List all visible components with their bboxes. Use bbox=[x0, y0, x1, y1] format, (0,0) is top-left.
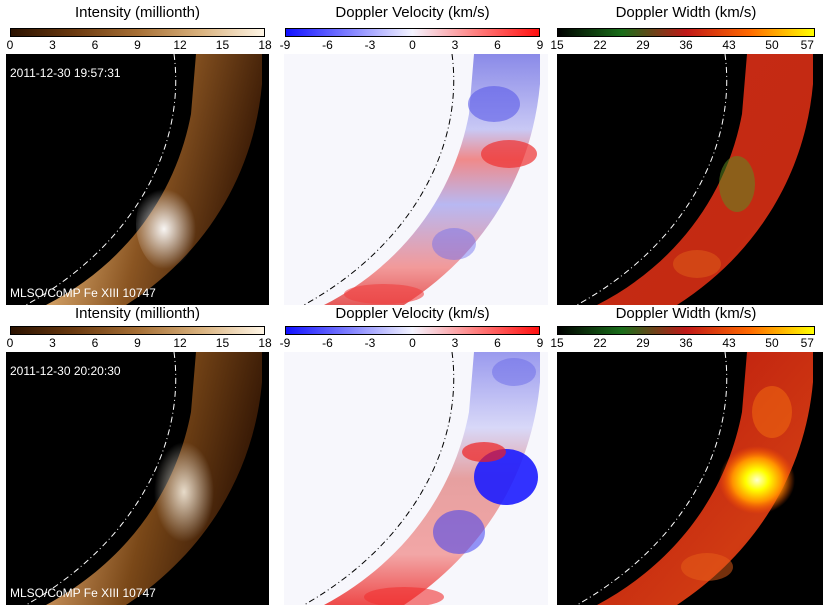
width-colorbar-title: Doppler Width (km/s) bbox=[615, 305, 757, 322]
width-colorbar bbox=[557, 28, 815, 37]
intensity-panel-1: 2011-12-30 19:57:31 MLSO/CoMP Fe XIII 10… bbox=[6, 54, 269, 305]
instrument-label: MLSO/CoMP Fe XIII 10747 bbox=[10, 586, 156, 600]
velocity-colorbar bbox=[285, 326, 540, 335]
width-panel-1 bbox=[557, 54, 823, 305]
tick-label: 50 bbox=[765, 336, 779, 350]
tick-label: 36 bbox=[679, 336, 693, 350]
tick-label: -6 bbox=[322, 38, 333, 52]
intensity-panel-2: 2011-12-30 20:20:30 MLSO/CoMP Fe XIII 10… bbox=[6, 352, 269, 605]
intensity-colorbar-title: Intensity (millionth) bbox=[74, 305, 201, 322]
tick-label: 3 bbox=[451, 38, 459, 52]
tick-label: 6 bbox=[91, 336, 99, 350]
width-colorbar bbox=[557, 326, 815, 335]
velocity-panel-1 bbox=[284, 54, 548, 305]
tick-label: 12 bbox=[173, 336, 187, 350]
tick-label: 22 bbox=[593, 336, 607, 350]
tick-label: 57 bbox=[800, 38, 814, 52]
tick-label: 9 bbox=[134, 38, 141, 52]
tick-label: 15 bbox=[550, 38, 564, 52]
tick-label: -6 bbox=[322, 336, 333, 350]
tick-label: -3 bbox=[364, 38, 376, 52]
tick-label: 0 bbox=[6, 38, 14, 52]
velocity-colorbar-ticks: -9 -6 -3 0 3 6 9 bbox=[280, 38, 544, 52]
tick-label: -9 bbox=[279, 38, 291, 52]
velocity-colorbar-title: Doppler Velocity (km/s) bbox=[335, 4, 490, 21]
intensity-colorbar-ticks: 0 3 6 9 12 15 18 bbox=[6, 38, 272, 52]
tick-label: 43 bbox=[722, 38, 736, 52]
intensity-colorbar-ticks: 0 3 6 9 12 15 18 bbox=[6, 336, 272, 350]
tick-label: 15 bbox=[215, 336, 230, 350]
width-colorbar-ticks: 15 22 29 36 43 50 57 bbox=[550, 336, 815, 350]
velocity-colorbar-title: Doppler Velocity (km/s) bbox=[335, 305, 490, 322]
tick-label: -3 bbox=[364, 336, 376, 350]
width-panel-2 bbox=[557, 352, 823, 605]
tick-label: 29 bbox=[636, 38, 650, 52]
tick-label: 9 bbox=[134, 336, 141, 350]
velocity-colorbar-ticks: -9 -6 -3 0 3 6 9 bbox=[280, 336, 544, 350]
tick-label: 57 bbox=[800, 336, 814, 350]
tick-label: 3 bbox=[49, 38, 56, 52]
timestamp-label: 2011-12-30 19:57:31 bbox=[10, 66, 121, 80]
tick-label: 29 bbox=[636, 336, 650, 350]
tick-label: 22 bbox=[593, 38, 607, 52]
width-colorbar-ticks: 15 22 29 36 43 50 57 bbox=[550, 38, 815, 52]
tick-label: 12 bbox=[173, 38, 187, 52]
tick-label: 6 bbox=[494, 38, 501, 52]
tick-label: 36 bbox=[679, 38, 693, 52]
tick-label: 6 bbox=[91, 38, 99, 52]
tick-label: 18 bbox=[258, 336, 272, 350]
tick-label: 0 bbox=[6, 336, 14, 350]
tick-label: 0 bbox=[409, 336, 416, 350]
tick-label: 18 bbox=[258, 38, 272, 52]
tick-label: 9 bbox=[536, 336, 544, 350]
tick-label: 15 bbox=[550, 336, 564, 350]
tick-label: 6 bbox=[494, 336, 501, 350]
tick-label: 3 bbox=[49, 336, 56, 350]
tick-label: 9 bbox=[536, 38, 544, 52]
velocity-colorbar bbox=[285, 28, 540, 37]
tick-label: -9 bbox=[279, 336, 291, 350]
tick-label: 15 bbox=[215, 38, 230, 52]
intensity-colorbar bbox=[10, 326, 265, 335]
tick-label: 3 bbox=[451, 336, 459, 350]
instrument-label: MLSO/CoMP Fe XIII 10747 bbox=[10, 286, 156, 300]
width-colorbar-title: Doppler Width (km/s) bbox=[615, 4, 757, 21]
intensity-colorbar bbox=[10, 28, 265, 37]
timestamp-label: 2011-12-30 20:20:30 bbox=[10, 364, 121, 378]
tick-label: 0 bbox=[409, 38, 416, 52]
tick-label: 43 bbox=[722, 336, 736, 350]
intensity-colorbar-title: Intensity (millionth) bbox=[74, 4, 201, 21]
velocity-panel-2 bbox=[284, 352, 548, 605]
tick-label: 50 bbox=[765, 38, 779, 52]
